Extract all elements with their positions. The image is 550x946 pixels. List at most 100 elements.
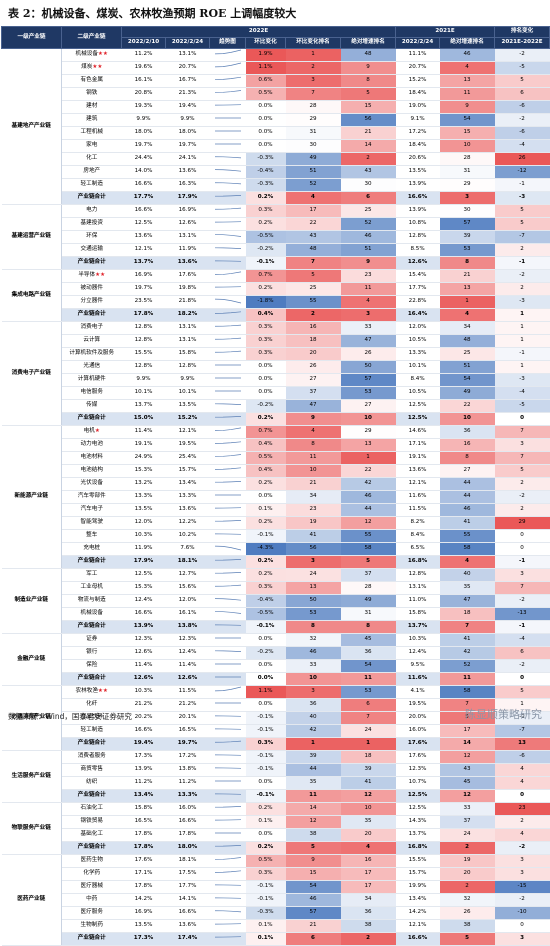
trend-cell bbox=[210, 412, 246, 425]
row-name: 半导体★★ bbox=[62, 269, 122, 282]
value-cell: 0.0% bbox=[246, 373, 286, 386]
value-cell: 17.6% bbox=[122, 854, 166, 867]
sparkline bbox=[213, 569, 243, 577]
value-cell: 39 bbox=[286, 750, 341, 763]
value-cell: 2 bbox=[440, 841, 495, 854]
row-name: 光通信 bbox=[62, 360, 122, 373]
value-cell: 44 bbox=[341, 503, 396, 516]
star-mark: ★★ bbox=[92, 64, 102, 70]
row-label: 基建投资 bbox=[81, 220, 103, 226]
trend-line bbox=[215, 559, 241, 560]
sparkline bbox=[213, 465, 243, 473]
value-cell: 18.4% bbox=[396, 139, 440, 152]
value-cell: 12.6% bbox=[166, 672, 210, 685]
sparkline bbox=[213, 413, 243, 421]
trend-cell bbox=[210, 698, 246, 711]
value-cell: 14.1% bbox=[166, 893, 210, 906]
row-label: 化纤 bbox=[86, 701, 97, 707]
value-cell: 10.3% bbox=[122, 685, 166, 698]
trend-line bbox=[215, 63, 241, 67]
header-cell: 环比变化 bbox=[246, 37, 286, 48]
value-cell: 0.1% bbox=[246, 932, 286, 945]
row-name: 交通运输 bbox=[62, 243, 122, 256]
value-cell: 3 bbox=[495, 568, 550, 581]
value-cell: 54 bbox=[440, 373, 495, 386]
value-cell: 3 bbox=[286, 555, 341, 568]
value-cell: 55 bbox=[341, 529, 396, 542]
value-cell: -5 bbox=[495, 399, 550, 412]
sparkline bbox=[213, 582, 243, 590]
value-cell: 15.7% bbox=[396, 867, 440, 880]
row-label: 产业链合计 bbox=[78, 311, 106, 317]
value-cell: 16.5% bbox=[122, 815, 166, 828]
value-cell: 12.1% bbox=[396, 919, 440, 932]
value-cell: 4 bbox=[286, 191, 341, 204]
trend-cell bbox=[210, 880, 246, 893]
trend-line bbox=[215, 585, 241, 586]
value-cell: 0.6% bbox=[246, 74, 286, 87]
row-label: 工程机械 bbox=[81, 129, 103, 135]
row-label: 农林牧渔 bbox=[76, 688, 98, 694]
row-label: 整车 bbox=[86, 532, 97, 538]
trend-cell bbox=[210, 334, 246, 347]
value-cell: 16.1% bbox=[166, 607, 210, 620]
value-cell: -0.1% bbox=[246, 789, 286, 802]
value-cell: -6 bbox=[495, 100, 550, 113]
value-cell: 12.6% bbox=[396, 256, 440, 269]
value-cell: 0.1% bbox=[246, 503, 286, 516]
value-cell: -7 bbox=[495, 724, 550, 737]
value-cell: 25 bbox=[440, 347, 495, 360]
value-cell: 13.1% bbox=[166, 230, 210, 243]
value-cell: 18.2% bbox=[166, 308, 210, 321]
value-cell: 29 bbox=[341, 425, 396, 438]
value-cell: 24 bbox=[286, 568, 341, 581]
value-cell: 46 bbox=[440, 48, 495, 61]
trend-cell bbox=[210, 178, 246, 191]
sparkline bbox=[213, 725, 243, 733]
value-cell: 45 bbox=[341, 633, 396, 646]
row-name: 医疗服务 bbox=[62, 906, 122, 919]
value-cell: 13 bbox=[495, 737, 550, 750]
value-cell: 13.8% bbox=[166, 763, 210, 776]
value-cell: 41 bbox=[440, 516, 495, 529]
row-name: 电信服务 bbox=[62, 386, 122, 399]
row-name: 轻工制造 bbox=[62, 178, 122, 191]
value-cell: 12.6% bbox=[166, 217, 210, 230]
row-label: 化工 bbox=[86, 155, 97, 161]
value-cell: 12.7% bbox=[166, 568, 210, 581]
value-cell: -0.3% bbox=[246, 906, 286, 919]
value-cell: 33 bbox=[341, 321, 396, 334]
value-cell: 10 bbox=[341, 412, 396, 425]
value-cell: 43 bbox=[341, 165, 396, 178]
group-name: 制造业产业链 bbox=[2, 568, 62, 633]
value-cell: 10.3% bbox=[396, 633, 440, 646]
row-label: 银行 bbox=[86, 649, 97, 655]
value-cell: 41 bbox=[440, 633, 495, 646]
value-cell: 42 bbox=[341, 477, 396, 490]
value-cell: 1 bbox=[440, 295, 495, 308]
value-cell: 19.4% bbox=[166, 100, 210, 113]
value-cell: 48 bbox=[286, 243, 341, 256]
value-cell: 0.2% bbox=[246, 516, 286, 529]
value-cell: 11.5% bbox=[396, 503, 440, 516]
value-cell: 57 bbox=[286, 906, 341, 919]
value-cell: 8.4% bbox=[396, 373, 440, 386]
row-name: 建材 bbox=[62, 100, 122, 113]
value-cell: 17.3% bbox=[122, 932, 166, 945]
row-name: 化纤 bbox=[62, 698, 122, 711]
value-cell: 23.5% bbox=[122, 295, 166, 308]
value-cell: 0 bbox=[495, 672, 550, 685]
value-cell: 16.6% bbox=[122, 724, 166, 737]
sparkline bbox=[213, 595, 243, 603]
trend-cell bbox=[210, 269, 246, 282]
